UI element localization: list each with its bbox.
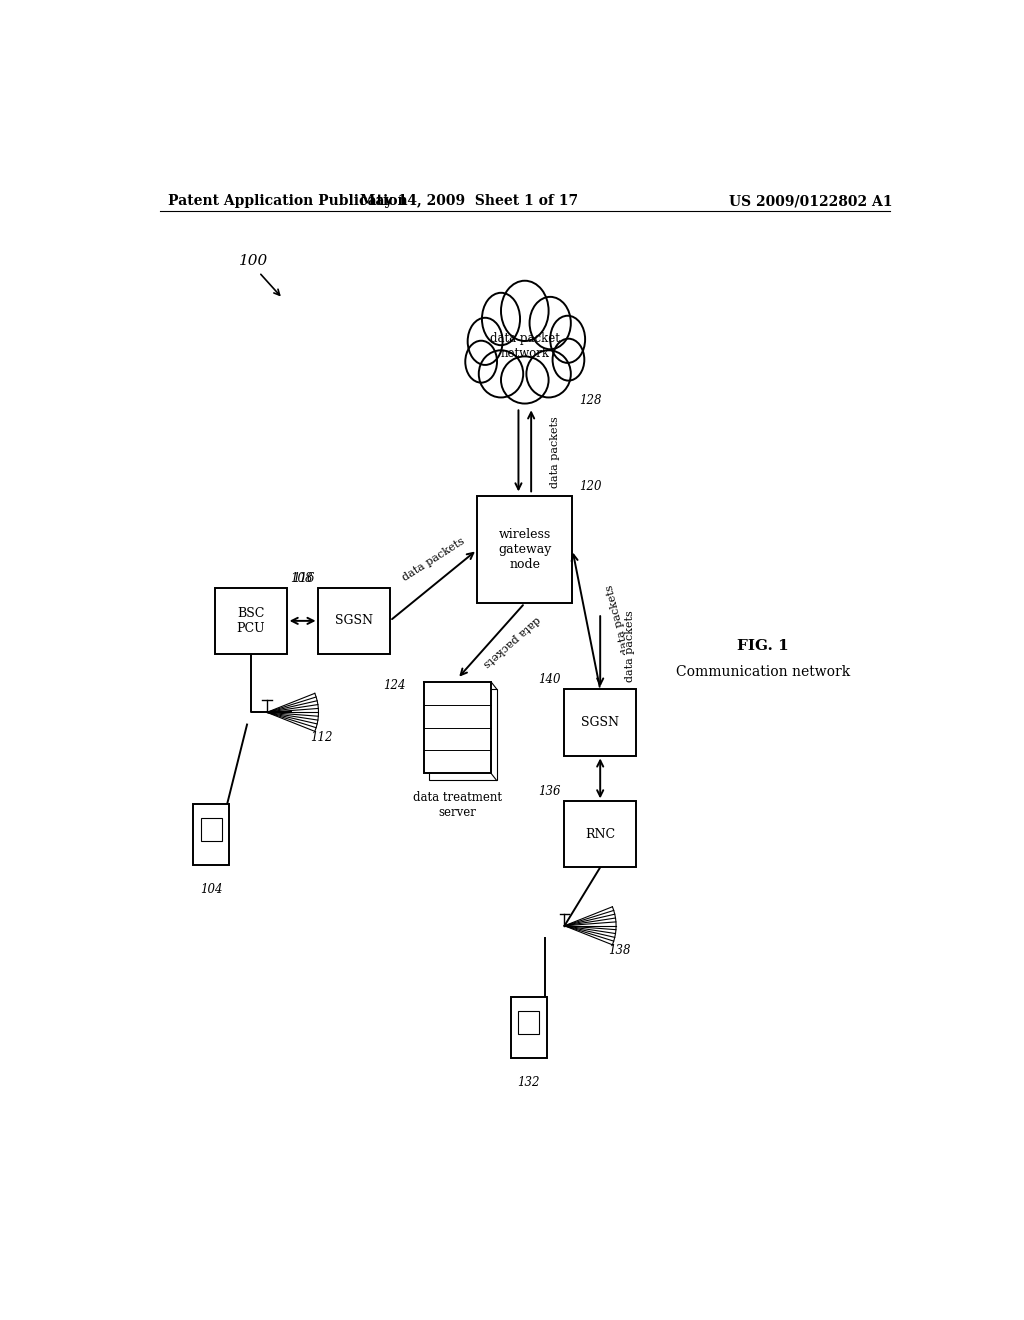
Bar — [201, 818, 222, 841]
Text: wireless
gateway
node: wireless gateway node — [498, 528, 552, 572]
Text: Communication network: Communication network — [676, 665, 850, 678]
Text: 138: 138 — [608, 944, 631, 957]
Bar — [215, 587, 287, 653]
Text: 116: 116 — [292, 572, 314, 585]
Bar — [424, 682, 492, 774]
Ellipse shape — [479, 350, 523, 397]
Ellipse shape — [482, 293, 520, 346]
Text: data packets: data packets — [550, 416, 560, 488]
Bar — [511, 997, 547, 1057]
Bar — [564, 689, 636, 755]
Ellipse shape — [553, 339, 585, 380]
Text: 124: 124 — [383, 678, 406, 692]
Text: RNC: RNC — [585, 828, 615, 841]
Ellipse shape — [501, 281, 549, 341]
Text: FIG. 1: FIG. 1 — [737, 639, 788, 653]
Text: 128: 128 — [579, 395, 601, 407]
Ellipse shape — [468, 318, 503, 364]
Text: 108: 108 — [290, 572, 312, 585]
Text: data packets: data packets — [604, 583, 632, 656]
Text: data packets: data packets — [480, 614, 542, 668]
Ellipse shape — [465, 341, 497, 383]
Ellipse shape — [529, 297, 570, 350]
Text: BSC
PCU: BSC PCU — [237, 607, 265, 635]
Text: 136: 136 — [538, 785, 560, 799]
Text: Patent Application Publication: Patent Application Publication — [168, 194, 408, 209]
Text: data treatment
server: data treatment server — [413, 791, 502, 818]
Ellipse shape — [550, 315, 585, 363]
Text: SGSN: SGSN — [582, 715, 620, 729]
Bar — [518, 1011, 540, 1034]
Bar — [564, 801, 636, 867]
Text: 100: 100 — [240, 255, 268, 268]
Text: 140: 140 — [538, 673, 560, 686]
Text: data packets: data packets — [626, 610, 635, 682]
Text: 112: 112 — [310, 731, 333, 743]
Text: May 14, 2009  Sheet 1 of 17: May 14, 2009 Sheet 1 of 17 — [360, 194, 579, 209]
Text: 132: 132 — [517, 1076, 540, 1089]
Text: data packets: data packets — [400, 536, 467, 583]
Text: 104: 104 — [200, 883, 222, 896]
Text: US 2009/0122802 A1: US 2009/0122802 A1 — [729, 194, 892, 209]
Text: data packet
network: data packet network — [489, 333, 560, 360]
Ellipse shape — [501, 356, 549, 404]
Text: 120: 120 — [579, 480, 601, 494]
Bar — [318, 587, 390, 653]
Text: SGSN: SGSN — [335, 614, 373, 627]
Ellipse shape — [526, 350, 570, 397]
Bar — [429, 689, 497, 780]
Bar — [477, 496, 572, 603]
Bar — [194, 804, 229, 865]
